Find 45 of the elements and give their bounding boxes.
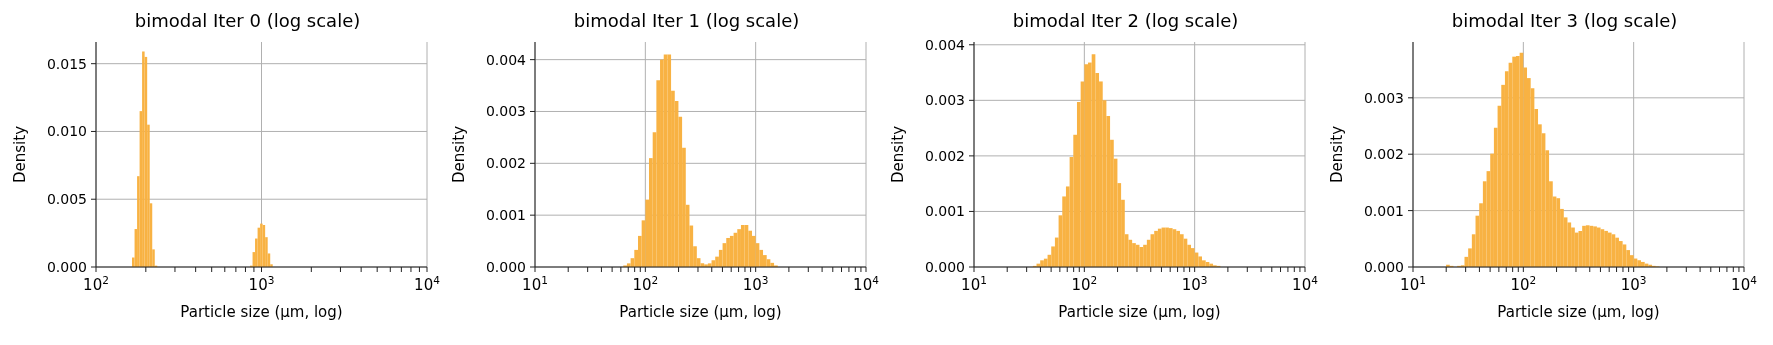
y-axis-title: Density: [889, 125, 908, 184]
x-tick-label: 10$^{3}$: [1620, 274, 1647, 294]
x-tick-label: 10$^{4}$: [853, 274, 880, 294]
y-axis-title: Density: [1328, 125, 1347, 184]
x-axis-title: Particle size (μm, log): [180, 303, 343, 321]
x-tick-label: 10$^{3}$: [742, 274, 769, 294]
y-tick-label: 0.001: [1363, 202, 1404, 219]
x-axis-title: Particle size (μm, log): [619, 303, 782, 321]
y-tick-label: 0.001: [485, 207, 526, 224]
y-tick-label: 0.001: [924, 203, 965, 220]
x-tick-label: 10$^{4}$: [1292, 274, 1319, 294]
y-tick-label: 0.000: [46, 259, 87, 275]
x-tick-label: 10$^{2}$: [83, 274, 109, 294]
x-axis-title: Particle size (μm, log): [1058, 303, 1221, 321]
x-tick-label: 10$^{4}$: [414, 274, 441, 294]
y-tick-label: 0.000: [485, 259, 526, 275]
y-tick-label: 0.003: [924, 92, 965, 109]
y-tick-label: 0.010: [46, 123, 87, 140]
x-tick-label: 10$^{4}$: [1731, 274, 1758, 294]
x-tick-label: 10$^{3}$: [1181, 274, 1208, 294]
x-tick-label: 10$^{2}$: [632, 274, 659, 294]
y-tick-label: 0.003: [485, 103, 526, 120]
x-tick-label: 10$^{1}$: [1400, 274, 1426, 294]
y-tick-label: 0.000: [1363, 259, 1404, 275]
x-tick-label: 10$^{3}$: [248, 274, 275, 294]
y-tick-label: 0.003: [1363, 89, 1404, 106]
x-tick-label: 10$^{1}$: [961, 274, 987, 294]
y-tick-label: 0.005: [46, 191, 87, 208]
y-tick-label: 0.004: [924, 36, 966, 53]
x-tick-label: 10$^{1}$: [522, 274, 548, 294]
x-axis-title: Particle size (μm, log): [1497, 303, 1660, 321]
chart-title: bimodal Iter 3 (log scale): [1450, 9, 1679, 33]
y-tick-label: 0.015: [46, 55, 87, 72]
y-axis-title: Density: [450, 125, 469, 184]
y-tick-label: 0.002: [485, 155, 526, 172]
chart-title: bimodal Iter 2 (log scale): [1011, 9, 1240, 33]
x-tick-label: 10$^{2}$: [1071, 274, 1098, 294]
y-tick-label: 0.002: [1363, 146, 1404, 163]
chart-title: bimodal Iter 1 (log scale): [572, 9, 801, 33]
y-tick-label: 0.002: [924, 147, 965, 164]
chart-title: bimodal Iter 0 (log scale): [133, 9, 362, 33]
y-tick-label: 0.004: [485, 51, 527, 68]
y-axis-title: Density: [11, 125, 30, 184]
y-tick-label: 0.000: [924, 259, 965, 275]
x-tick-label: 10$^{2}$: [1510, 274, 1537, 294]
